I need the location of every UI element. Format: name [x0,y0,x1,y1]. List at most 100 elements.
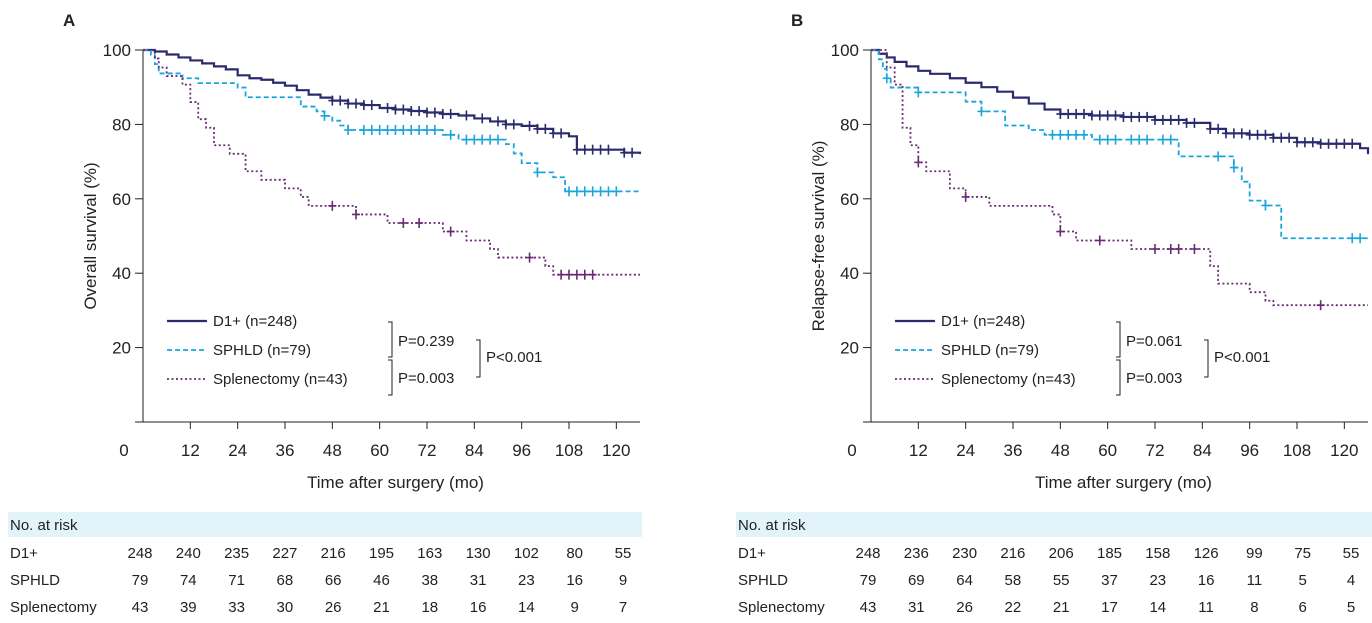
y-tick-label: 100 [831,41,859,60]
risk-count: 22 [1005,599,1022,616]
y-tick-label: 40 [112,264,131,283]
risk-count: 26 [325,599,342,616]
risk-count: 74 [180,572,197,589]
risk-count: 227 [272,545,297,562]
risk-count: 130 [466,545,491,562]
legend-label: SPHLD (n=79) [941,342,1039,359]
risk-count: 5 [1299,572,1307,589]
risk-count: 58 [1005,572,1022,589]
risk-count: 43 [860,599,877,616]
risk-count: 17 [1101,599,1118,616]
survival-curve [143,49,640,276]
survival-curve [143,48,642,155]
risk-count: 8 [1250,599,1258,616]
risk-count: 16 [566,572,583,589]
risk-count: 43 [132,599,149,616]
survival-curve [871,48,1370,155]
risk-count: 4 [1347,572,1355,589]
risk-row-label: Splenectomy [10,599,97,616]
risk-count: 126 [1194,545,1219,562]
x-tick-label: 108 [555,441,583,460]
y-tick-label: 80 [840,115,859,134]
risk-count: 216 [321,545,346,562]
risk-table-header-bg [736,512,1372,537]
risk-count: 11 [1198,599,1214,616]
risk-row-label: SPHLD [738,572,788,589]
y-tick-label: 80 [112,115,131,134]
p-value: P=0.003 [1126,370,1182,387]
series-splenectomy [871,49,1368,311]
risk-table-header-bg [8,512,642,537]
risk-count: 79 [132,572,149,589]
risk-count: 236 [904,545,929,562]
panel-label: A [63,11,75,30]
risk-count: 248 [127,545,152,562]
risk-row-label: D1+ [10,545,38,562]
bracket [1116,359,1121,396]
risk-count: 55 [615,545,632,562]
legend: D1+ (n=248) SPHLD (n=79) Splenectomy (n=43… [167,313,348,388]
risk-count: 71 [228,572,245,589]
risk-count: 195 [369,545,394,562]
bracket [388,359,393,396]
risk-count: 55 [1053,572,1070,589]
x-tick-label: 36 [1004,441,1023,460]
bracket [1204,339,1209,378]
x-tick-label: 60 [1098,441,1117,460]
risk-count: 66 [325,572,342,589]
y-axis-title: Overall survival (%) [81,162,100,309]
bracket [1116,321,1121,358]
y-tick-label: 40 [840,264,859,283]
risk-count: 163 [417,545,442,562]
risk-table-header: No. at risk [10,517,78,534]
x-tick-label: 96 [1240,441,1259,460]
risk-count: 80 [566,545,583,562]
legend-label: Splenectomy (n=43) [213,371,348,388]
risk-count: 21 [373,599,390,616]
risk-count: 5 [1347,599,1355,616]
x-tick-label: 60 [370,441,389,460]
risk-count: 33 [228,599,245,616]
x-tick-label: 72 [1146,441,1165,460]
risk-count: 240 [176,545,201,562]
risk-count: 23 [1149,572,1166,589]
legend-label: Splenectomy (n=43) [941,371,1076,388]
p-value: P=0.003 [398,370,454,387]
risk-count: 55 [1343,545,1360,562]
x-tick-label: 24 [956,441,975,460]
risk-count: 21 [1053,599,1070,616]
risk-count: 79 [860,572,877,589]
series-sphld [871,49,1368,244]
risk-count: 158 [1145,545,1170,562]
risk-count: 68 [277,572,294,589]
series-sphld [143,49,640,197]
risk-count: 16 [1198,572,1215,589]
risk-count: 230 [952,545,977,562]
x-axis-title: Time after surgery (mo) [1035,473,1212,492]
survival-curve [871,49,1368,307]
risk-count: 9 [571,599,579,616]
risk-count: 64 [956,572,973,589]
risk-count: 14 [1149,599,1166,616]
series-splenectomy [143,49,640,280]
risk-count: 69 [908,572,925,589]
x-tick-label: 84 [1193,441,1212,460]
risk-count: 6 [1299,599,1307,616]
legend-label: D1+ (n=248) [213,313,297,330]
x-tick-label: 120 [602,441,630,460]
risk-row-label: SPHLD [10,572,60,589]
p-value-brackets: P=0.239 P=0.003 P<0.001 [388,321,542,396]
x-tick-label: 120 [1330,441,1358,460]
survival-curve [143,49,640,193]
risk-count: 31 [470,572,487,589]
x-tick-label: 108 [1283,441,1311,460]
x-tick-label: 96 [512,441,531,460]
panel-label: B [791,11,803,30]
x-tick-label: 48 [323,441,342,460]
p-value: P<0.001 [1214,349,1270,366]
legend-label: D1+ (n=248) [941,313,1025,330]
risk-count: 39 [180,599,197,616]
